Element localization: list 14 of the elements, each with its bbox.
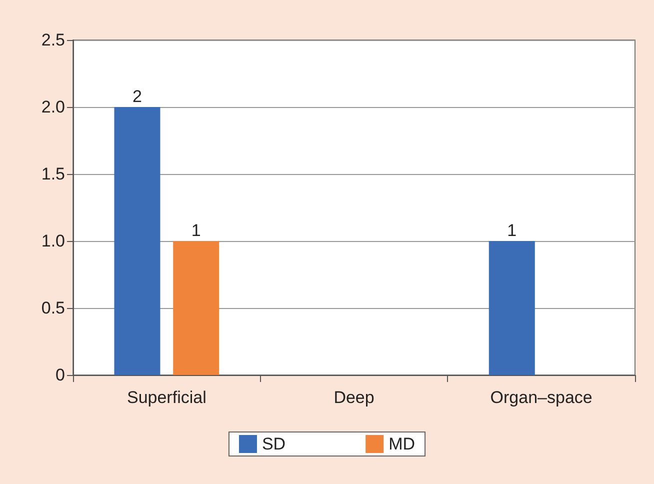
- data-label: 1: [507, 221, 517, 240]
- x-tick-label: Organ–space: [490, 388, 592, 407]
- legend-label: MD: [388, 434, 416, 454]
- y-tick-label: 2.5: [41, 30, 65, 50]
- data-label: 1: [191, 221, 201, 240]
- y-tick-label: 1.0: [41, 232, 65, 250]
- y-tick-label: 2.0: [41, 98, 65, 116]
- x-tick-label: Superficial: [126, 388, 206, 407]
- y-tick-label: 1.5: [41, 164, 65, 184]
- y-tick-label: 0.5: [41, 298, 65, 318]
- data-label: 2: [132, 87, 142, 106]
- x-tick-label: Deep: [334, 388, 374, 407]
- y-tick-label: 0: [56, 366, 65, 384]
- legend-label: SD: [262, 434, 286, 454]
